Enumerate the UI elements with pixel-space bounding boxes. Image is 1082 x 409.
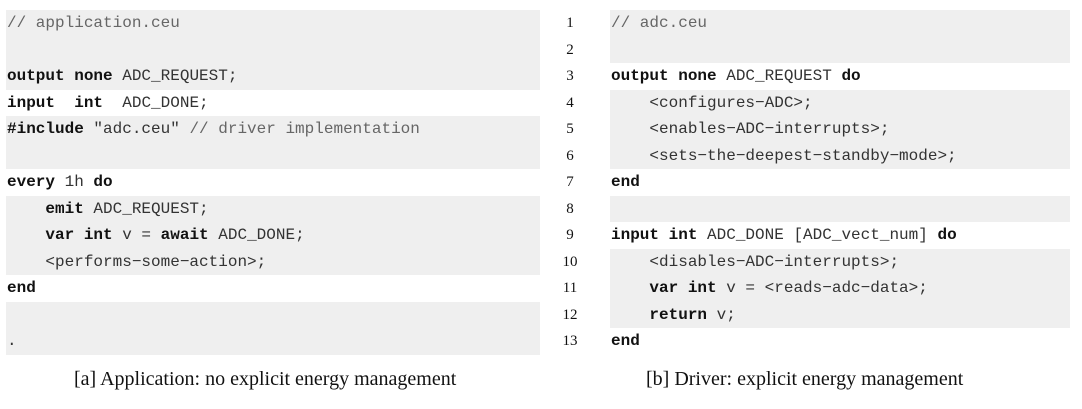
code-keyword: end [611, 173, 640, 191]
code-keyword: int [74, 93, 104, 112]
code-line: input int ADC_DONE; [6, 89, 540, 116]
code-line: end [610, 169, 1070, 196]
line-number: 9 [566, 227, 574, 243]
line-number: 2 [566, 41, 574, 58]
code-line [6, 142, 540, 169]
application-code-listing: // application.ceu output none ADC_REQUES… [6, 10, 540, 355]
code-text: ADC_REQUEST; [83, 199, 209, 218]
code-line: // application.ceu [6, 10, 540, 37]
code-text: "adc.ceu" [83, 120, 190, 138]
driver-code-listing: // adc.ceu output none ADC_REQUEST do <co… [610, 10, 1070, 355]
line-number: 8 [566, 200, 574, 217]
code-text [611, 279, 649, 297]
code-keyword: var int [649, 279, 717, 297]
caption-application: [a] Application: no explicit energy mana… [74, 368, 457, 390]
line-number: 5 [566, 121, 574, 137]
code-comment: // application.ceu [7, 14, 180, 32]
code-keyword: do [841, 67, 861, 85]
code-line: <configures−ADC>; [610, 89, 1070, 116]
line-number: 1 [566, 15, 574, 31]
code-text: ADC_REQUEST [716, 67, 842, 85]
line-number: 7 [566, 174, 574, 190]
code-text: v = <reads−adc−data>; [716, 279, 928, 297]
code-text: ADC_REQUEST; [112, 67, 238, 85]
code-text: <configures−ADC>; [611, 93, 813, 112]
code-keyword: await [160, 226, 209, 244]
code-keyword: end [611, 332, 640, 350]
code-text: <disables−ADC−interrupts>; [611, 252, 900, 271]
code-text: v = [112, 226, 161, 244]
code-line: emit ADC_REQUEST; [6, 195, 540, 222]
code-line: end [610, 328, 1070, 355]
code-line: <sets−the−deepest−standby−mode>; [610, 142, 1070, 169]
code-text: ADC_DONE; [208, 226, 305, 244]
line-number: 4 [566, 94, 574, 111]
code-keyword: output none [611, 67, 717, 85]
code-keyword: #include [7, 120, 84, 138]
code-text: <sets−the−deepest−standby−mode>; [611, 146, 957, 165]
code-line [610, 36, 1070, 63]
code-line: every 1h do [6, 169, 540, 196]
code-line: output none ADC_REQUEST do [610, 63, 1070, 90]
code-text: . [7, 332, 17, 350]
code-text [7, 226, 45, 244]
code-keyword: every [7, 173, 56, 191]
code-line: output none ADC_REQUEST; [6, 63, 540, 90]
code-text: <enables−ADC−interrupts>; [611, 120, 890, 138]
code-text: v; [707, 305, 736, 324]
code-text [55, 94, 74, 112]
code-keyword: do [937, 226, 957, 244]
code-text: ADC_DONE [ADC_vect_num] [697, 226, 938, 244]
code-line [6, 301, 540, 328]
code-line: return v; [610, 301, 1070, 328]
code-line: <disables−ADC−interrupts>; [610, 248, 1070, 275]
code-line: end [6, 275, 540, 302]
caption-driver: [b] Driver: explicit energy management [646, 368, 964, 390]
line-number: 10 [562, 253, 578, 270]
code-keyword: emit [45, 199, 84, 218]
code-comment: // driver implementation [189, 120, 420, 138]
code-line: var int v = await ADC_DONE; [6, 222, 540, 249]
code-line: input int ADC_DONE [ADC_vect_num] do [610, 222, 1070, 249]
code-line: #include "adc.ceu" // driver implementat… [6, 116, 540, 143]
code-comment: // adc.ceu [611, 14, 708, 32]
code-line: <performs−some−action>; [6, 248, 540, 275]
code-text [7, 200, 45, 218]
line-number-gutter: 1 2 3 4 5 6 7 8 9 10 11 12 13 [552, 10, 588, 355]
line-number: 11 [562, 280, 578, 296]
line-number: 13 [562, 333, 578, 349]
code-keyword: output none [7, 67, 113, 85]
code-text: 1h [55, 173, 94, 191]
code-text: ADC_DONE; [103, 93, 209, 112]
code-keyword: input [7, 93, 56, 112]
code-keyword: input int [611, 226, 698, 244]
code-line: var int v = <reads−adc−data>; [610, 275, 1070, 302]
code-text [611, 306, 649, 324]
code-line: <enables−ADC−interrupts>; [610, 116, 1070, 143]
code-line: . [6, 328, 540, 355]
line-number: 6 [566, 147, 574, 164]
code-line [610, 195, 1070, 222]
code-text: <performs−some−action>; [7, 252, 267, 271]
line-number: 3 [566, 68, 574, 84]
code-keyword: do [93, 173, 113, 191]
code-keyword: var int [45, 226, 113, 244]
line-number: 12 [562, 306, 578, 323]
code-line: // adc.ceu [610, 10, 1070, 37]
code-line [6, 36, 540, 63]
code-keyword: end [7, 279, 36, 297]
code-keyword: return [649, 305, 708, 324]
